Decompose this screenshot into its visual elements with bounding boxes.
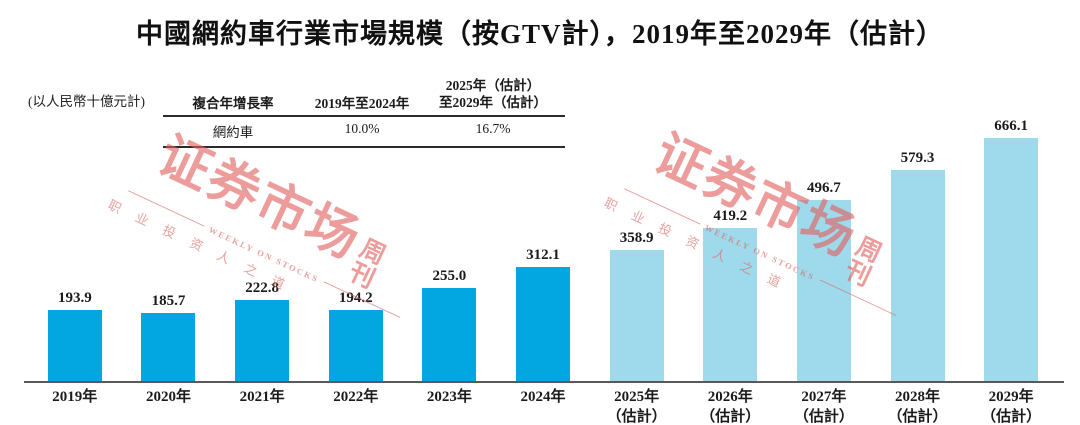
- x-axis-label-note: （估計）: [981, 408, 1042, 425]
- chart-bars-row: 193.9 185.7 222.8 194.2 255.0 312.1 358.9 419.2…: [28, 113, 1058, 381]
- bar-value-label: 312.1: [526, 247, 560, 263]
- cagr-row-label: 網約車: [212, 124, 254, 140]
- bar-value-label: 358.9: [619, 230, 654, 246]
- x-axis-label-year: 2027年: [801, 389, 847, 405]
- x-axis-label: 2024年: [496, 388, 590, 425]
- cagr-header-metric: 複合年增長率: [192, 95, 274, 111]
- bar-group-2029年: 666.1: [964, 113, 1058, 381]
- x-axis-label-note: （估計）: [606, 408, 667, 425]
- cagr-value-2019-2024: 10.0%: [344, 120, 380, 136]
- x-axis-label-year: 2026年: [707, 389, 753, 405]
- bar-group-2025年: 358.9: [590, 113, 684, 381]
- x-axis-label-year: 2028年: [895, 389, 941, 405]
- bar-value-label: 194.2: [338, 290, 373, 306]
- bar-actual: [141, 313, 196, 381]
- bar-value-label: 185.7: [151, 293, 186, 309]
- bar-group-2022年: 194.2: [309, 113, 403, 381]
- bar-value-label: 222.8: [245, 280, 279, 296]
- x-axis-label: 2027年 （估計）: [777, 388, 871, 425]
- x-axis-label-year: 2021年: [239, 389, 285, 405]
- chart-x-labels-row: 2019年 2020年 2021年 2022年 2023年 2024年 2025年 （估計） 2…: [28, 388, 1058, 425]
- bar-group-2019年: 193.9: [28, 113, 122, 381]
- bar-estimate: [890, 170, 945, 381]
- x-axis-label: 2021年: [215, 388, 309, 425]
- bar-group-2026年: 419.2: [683, 113, 777, 381]
- bar-group-2021年: 222.8: [215, 113, 309, 381]
- x-axis-label-year: 2020年: [145, 389, 191, 405]
- bar-group-2024年: 312.1: [496, 113, 590, 381]
- x-axis-label: 2028年 （估計）: [871, 388, 965, 425]
- cagr-table: 複合年增長率 2019年至2024年 2025年（估計） 至2029年（估計） …: [163, 78, 565, 148]
- bar-value-label: 193.9: [57, 290, 92, 306]
- bar-chart: 193.9 185.7 222.8 194.2 255.0 312.1 358.9 419.2…: [0, 113, 1080, 425]
- unit-note: (以人民幣十億元計): [28, 94, 145, 109]
- x-axis-label-year: 2029年: [988, 389, 1034, 405]
- cagr-header-period2-line2: 至2029年（估計）: [439, 94, 547, 110]
- x-axis-label: 2029年 （估計）: [964, 388, 1058, 425]
- x-axis-label-year: 2019年: [52, 389, 98, 405]
- bar-value-label: 496.7: [807, 180, 841, 196]
- x-axis-line: [24, 381, 1064, 383]
- cagr-table-row: 網約車 10.0% 16.7%: [163, 117, 565, 148]
- x-axis-label: 2026年 （估計）: [683, 388, 777, 425]
- bar-actual: [47, 310, 102, 381]
- cagr-header-period2-line1: 2025年（估計）: [445, 78, 541, 93]
- x-axis-label: 2025年 （估計）: [590, 388, 684, 425]
- x-axis-label-year: 2024年: [520, 389, 566, 405]
- bar-group-2020年: 185.7: [122, 113, 216, 381]
- x-axis-label-note: （估計）: [793, 408, 854, 425]
- bar-value-label: 419.2: [713, 208, 748, 224]
- x-axis-label: 2023年: [403, 388, 497, 425]
- bar-estimate: [609, 250, 664, 381]
- bar-actual: [422, 288, 477, 381]
- bar-estimate: [796, 200, 851, 381]
- bar-actual: [515, 267, 570, 381]
- bar-group-2027年: 496.7: [777, 113, 871, 381]
- x-axis-label-note: （估計）: [700, 408, 761, 425]
- page-title: 中國網約車行業市場規模（按GTV計），2019年至2029年（估計）: [135, 19, 944, 49]
- bar-actual: [328, 310, 383, 381]
- x-axis-label: 2020年: [122, 388, 216, 425]
- x-axis-label-note: （估計）: [887, 408, 948, 425]
- x-axis-label-year: 2023年: [426, 389, 472, 405]
- x-axis-label: 2022年: [309, 388, 403, 425]
- cagr-header-period1: 2019年至2024年: [314, 95, 410, 111]
- bar-group-2028年: 579.3: [871, 113, 965, 381]
- cagr-header-period2: 2025年（估計） 至2029年（估計）: [421, 78, 565, 112]
- bar-estimate: [703, 228, 758, 381]
- bar-value-label: 579.3: [900, 150, 935, 166]
- cagr-table-header: 複合年增長率 2019年至2024年 2025年（估計） 至2029年（估計）: [163, 78, 565, 117]
- bar-value-label: 255.0: [432, 268, 467, 284]
- x-axis-label: 2019年: [28, 388, 122, 425]
- bar-actual: [235, 300, 290, 381]
- cagr-value-2025-2029: 16.7%: [475, 120, 511, 136]
- bar-value-label: 666.1: [994, 118, 1029, 134]
- bar-group-2023年: 255.0: [403, 113, 497, 381]
- x-axis-label-year: 2025年: [614, 389, 660, 405]
- bar-estimate: [984, 138, 1039, 381]
- x-axis-label-year: 2022年: [333, 389, 379, 405]
